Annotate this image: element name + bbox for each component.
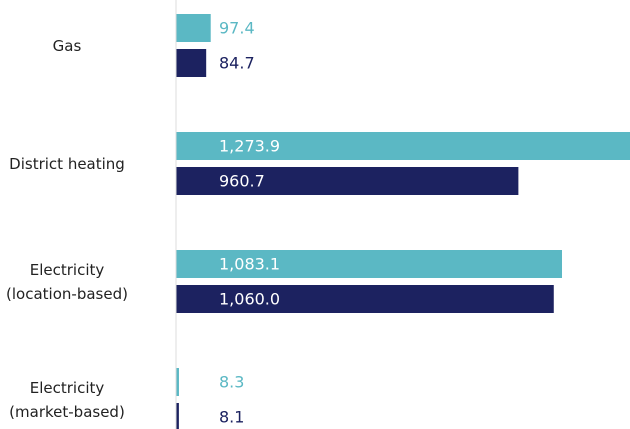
value-label: 8.3 bbox=[219, 373, 244, 392]
category-label: Gas bbox=[52, 36, 82, 55]
value-label: 84.7 bbox=[219, 54, 255, 73]
bar bbox=[176, 132, 630, 160]
bar bbox=[176, 14, 211, 42]
category-label: Electricity (location-based) bbox=[6, 260, 128, 303]
bar bbox=[176, 49, 207, 77]
bar bbox=[176, 250, 563, 278]
bar bbox=[176, 403, 179, 429]
bar bbox=[176, 368, 179, 396]
bar bbox=[176, 285, 554, 313]
category-label: District heating bbox=[9, 154, 125, 173]
value-label: 1,273.9 bbox=[219, 137, 280, 156]
bar bbox=[176, 167, 519, 195]
value-label: 1,083.1 bbox=[219, 255, 280, 274]
value-label: 1,060.0 bbox=[219, 290, 280, 309]
value-label: 97.4 bbox=[219, 19, 255, 38]
value-label: 960.7 bbox=[219, 172, 265, 191]
category-label: Electricity (market-based) bbox=[9, 378, 125, 421]
value-label: 8.1 bbox=[219, 408, 244, 427]
